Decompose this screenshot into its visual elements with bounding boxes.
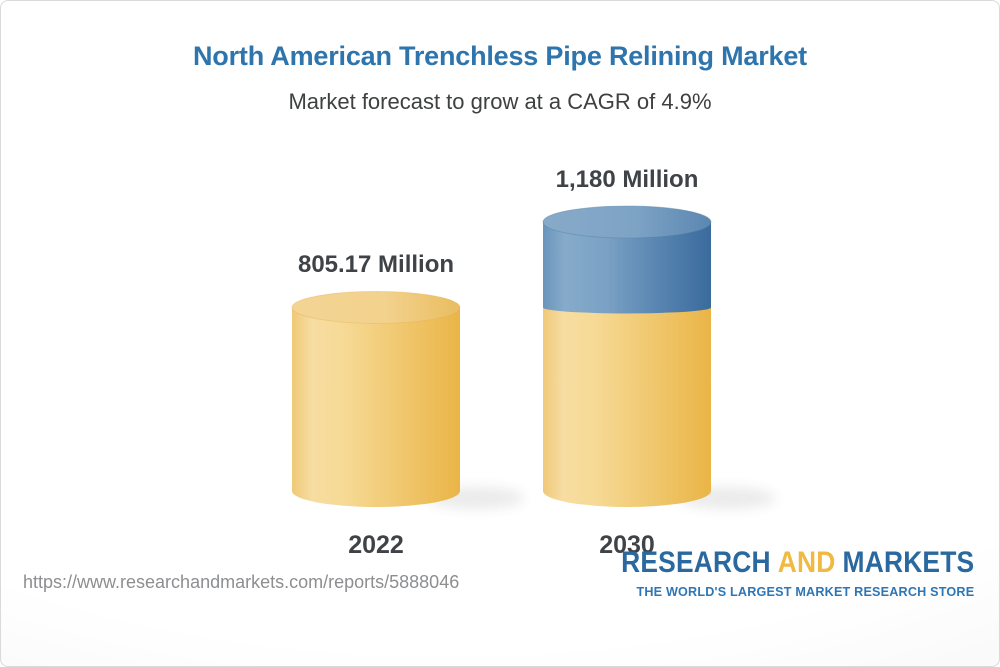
year-label-2030: 2030	[599, 531, 655, 559]
page-subtitle: Market forecast to grow at a CAGR of 4.9…	[288, 89, 712, 114]
logo-word-and: AND	[777, 546, 836, 579]
researchandmarkets-logo: RESEARCH AND MARKETS THE WORLD'S LARGEST…	[573, 548, 974, 600]
cylinder-2030-base-segment	[543, 306, 711, 507]
year-label-2022: 2022	[348, 531, 404, 559]
cylinder-2030-growth-segment	[543, 222, 711, 314]
cylinder-2022-top	[291, 291, 461, 324]
logo-wordmark: RESEARCH AND MARKETS	[621, 548, 974, 578]
page-title: North American Trenchless Pipe Relining …	[193, 41, 807, 71]
value-label-2030: 1,180 Million	[555, 166, 699, 193]
cylinder-2022-body	[292, 307, 460, 507]
footer: https://www.researchandmarkets.com/repor…	[1, 548, 999, 666]
logo-word-markets: MARKETS	[842, 546, 974, 579]
report-url[interactable]: https://www.researchandmarkets.com/repor…	[23, 572, 460, 592]
logo-word-research: RESEARCH	[620, 546, 771, 579]
value-label-2022: 805.17 Million	[297, 251, 455, 279]
logo-tagline: THE WORLD'S LARGEST MARKET RESEARCH STOR…	[636, 584, 974, 599]
cylinder-2030-top	[542, 205, 712, 239]
